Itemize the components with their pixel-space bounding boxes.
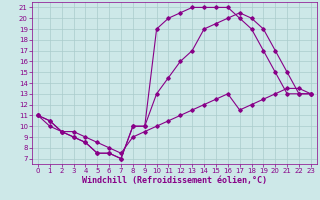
X-axis label: Windchill (Refroidissement éolien,°C): Windchill (Refroidissement éolien,°C) bbox=[82, 176, 267, 185]
